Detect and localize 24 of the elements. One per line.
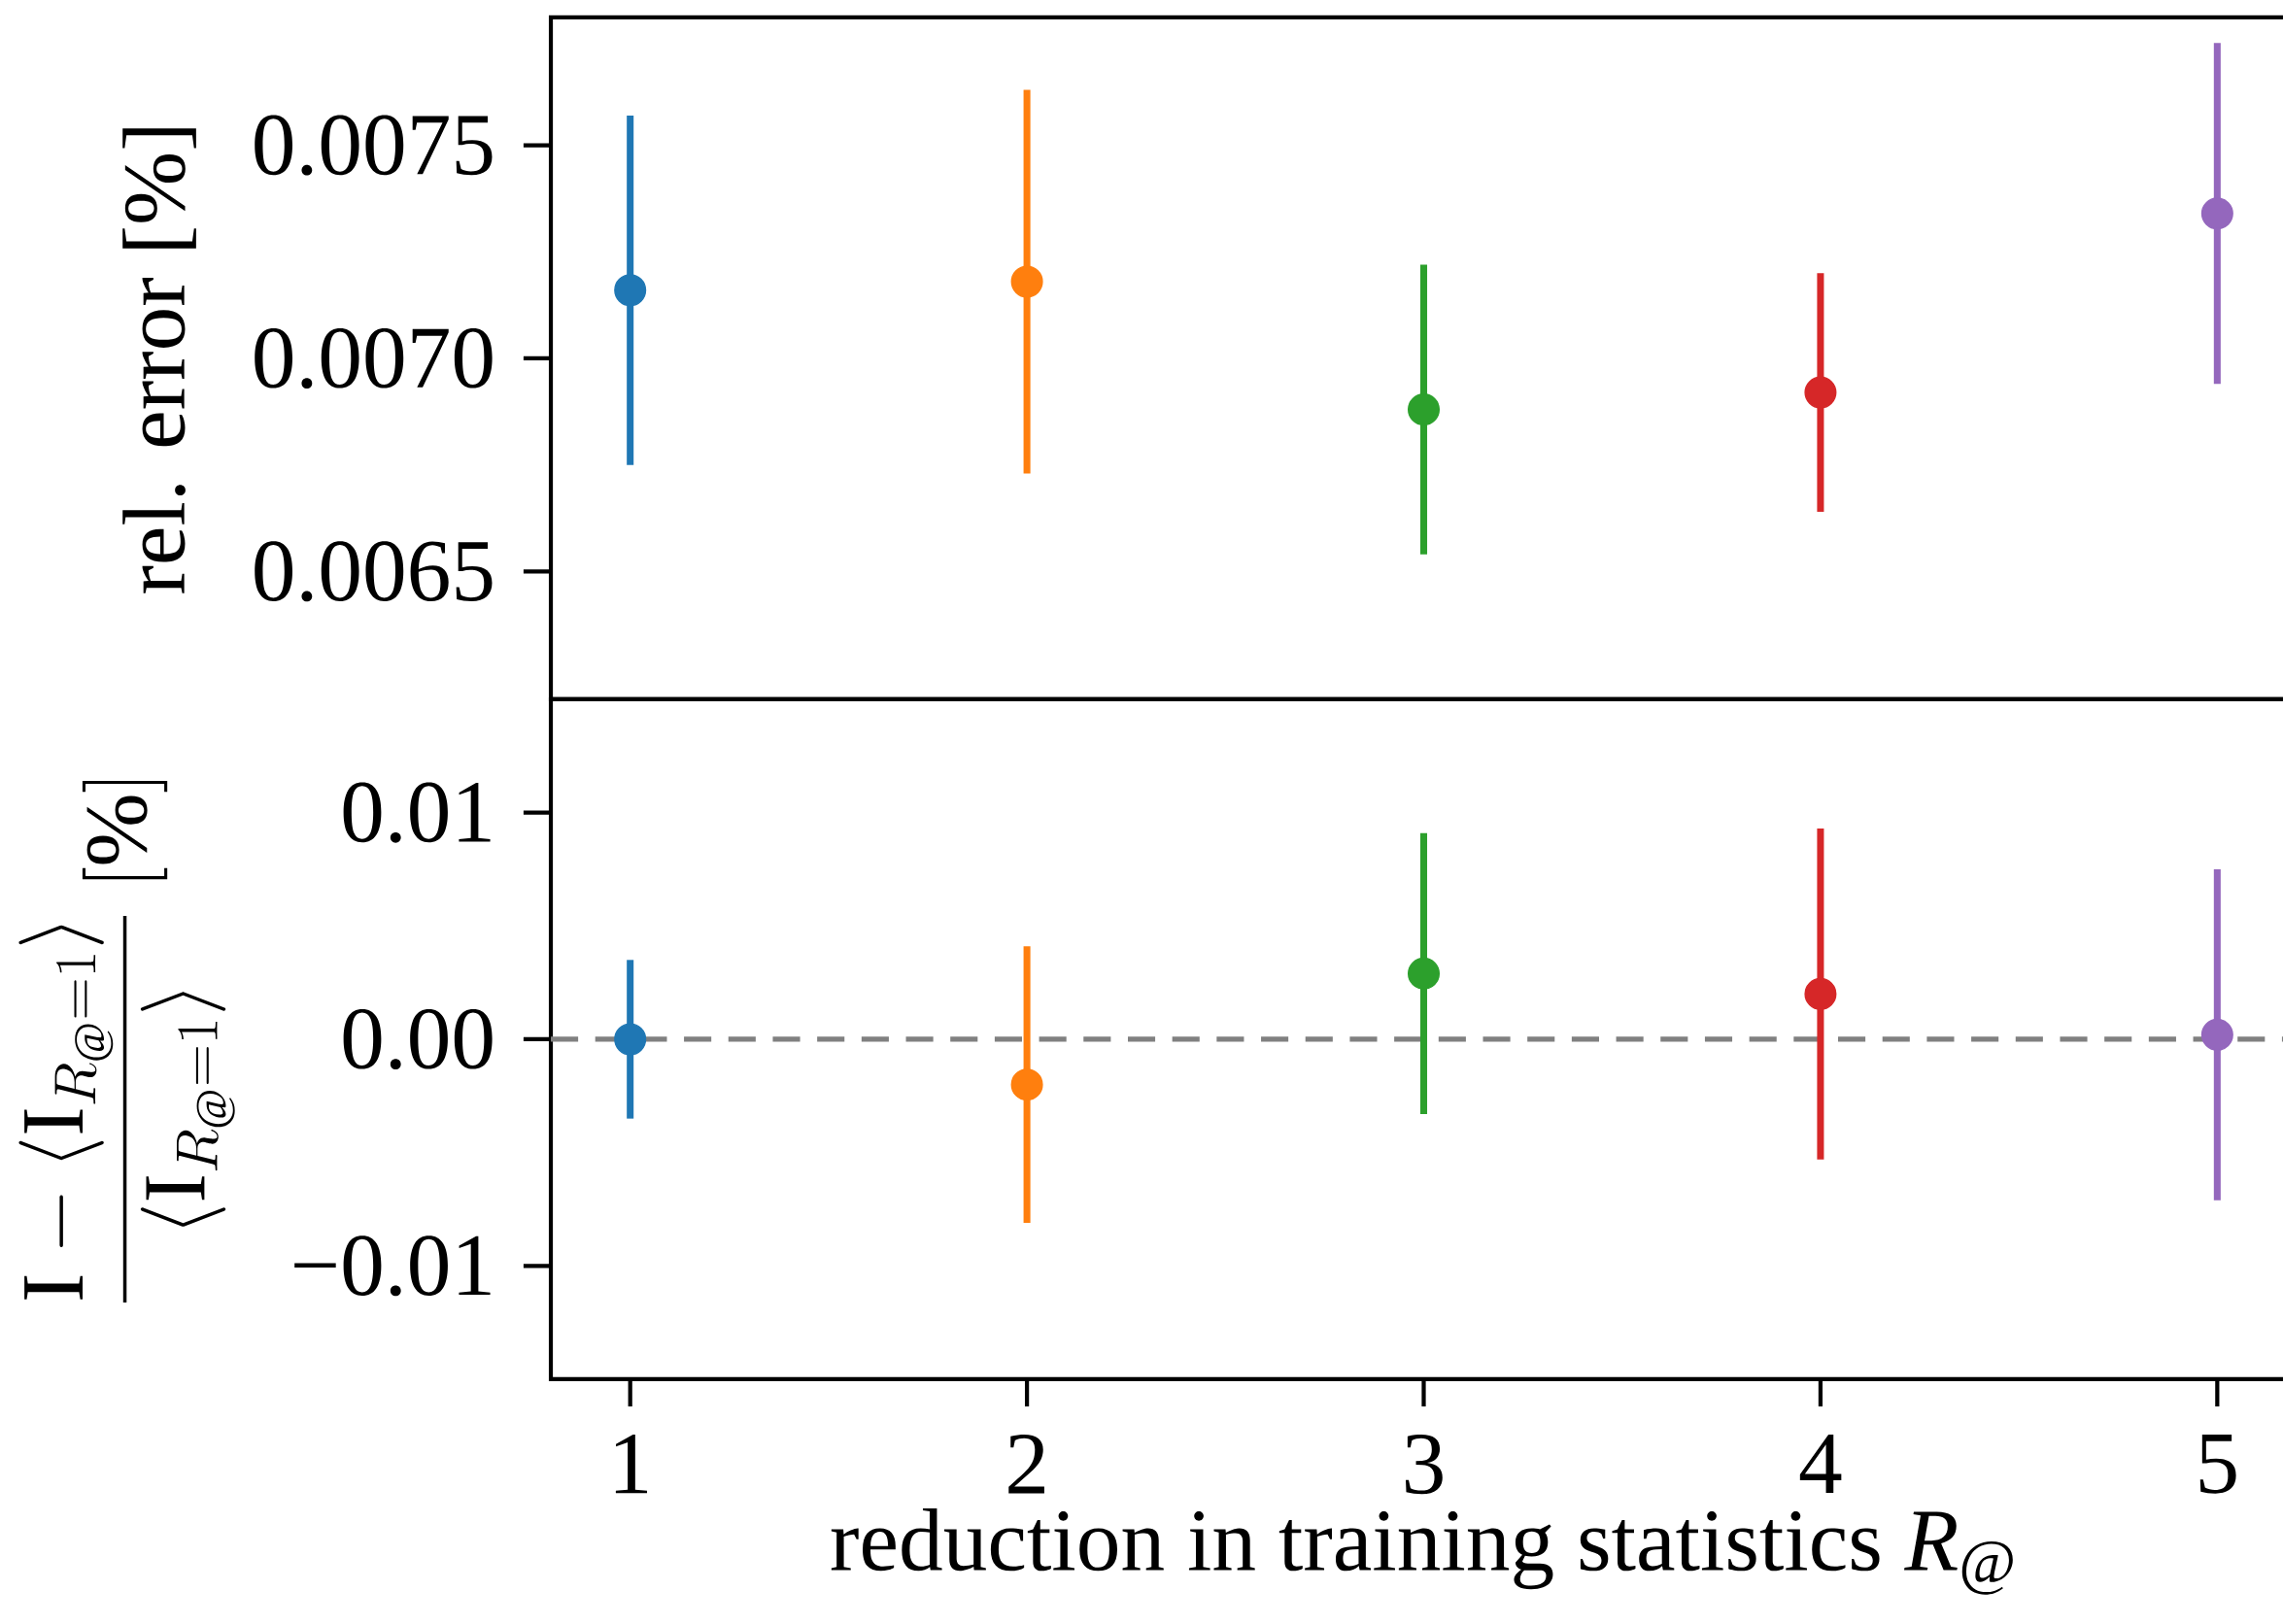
point	[2200, 197, 2233, 230]
y-tick-label: 0.0065	[255, 541, 493, 602]
x-tick-label: 4	[1799, 1434, 1842, 1494]
y-tick-label: −0.01	[294, 1235, 491, 1297]
point	[1804, 376, 1837, 409]
x-tick-label: 2	[1008, 1434, 1044, 1494]
y-tick-label: 0.01	[343, 782, 491, 843]
point	[1407, 957, 1441, 990]
y-axis-title: $\frac{\mathrm{I}-\langle\mathrm{I}_{R_{@}=1}\rangle}{\langle\mathrm{I}_{R_{@}=1}\rangle}\;[\%]$	[18, 780, 235, 1303]
point	[614, 274, 647, 307]
point	[2200, 1018, 2233, 1051]
y-tick-label: 0.00	[343, 1008, 493, 1069]
point	[1407, 393, 1441, 426]
point	[1804, 977, 1837, 1010]
x-tick-label: 1	[615, 1434, 648, 1494]
y-tick-label: 0.0075	[255, 115, 493, 176]
x-tick-label: 3	[1406, 1434, 1443, 1495]
x-axis-title: reduction in training statistics R$_{@}$	[831, 1508, 2013, 1595]
y-axis-title: rel. error [%]	[122, 128, 196, 593]
x-tick-label: 5	[2199, 1434, 2236, 1494]
point	[1010, 265, 1043, 298]
y-tick-label: 0.0070	[255, 327, 493, 389]
point	[1010, 1068, 1043, 1101]
point	[614, 1023, 647, 1056]
